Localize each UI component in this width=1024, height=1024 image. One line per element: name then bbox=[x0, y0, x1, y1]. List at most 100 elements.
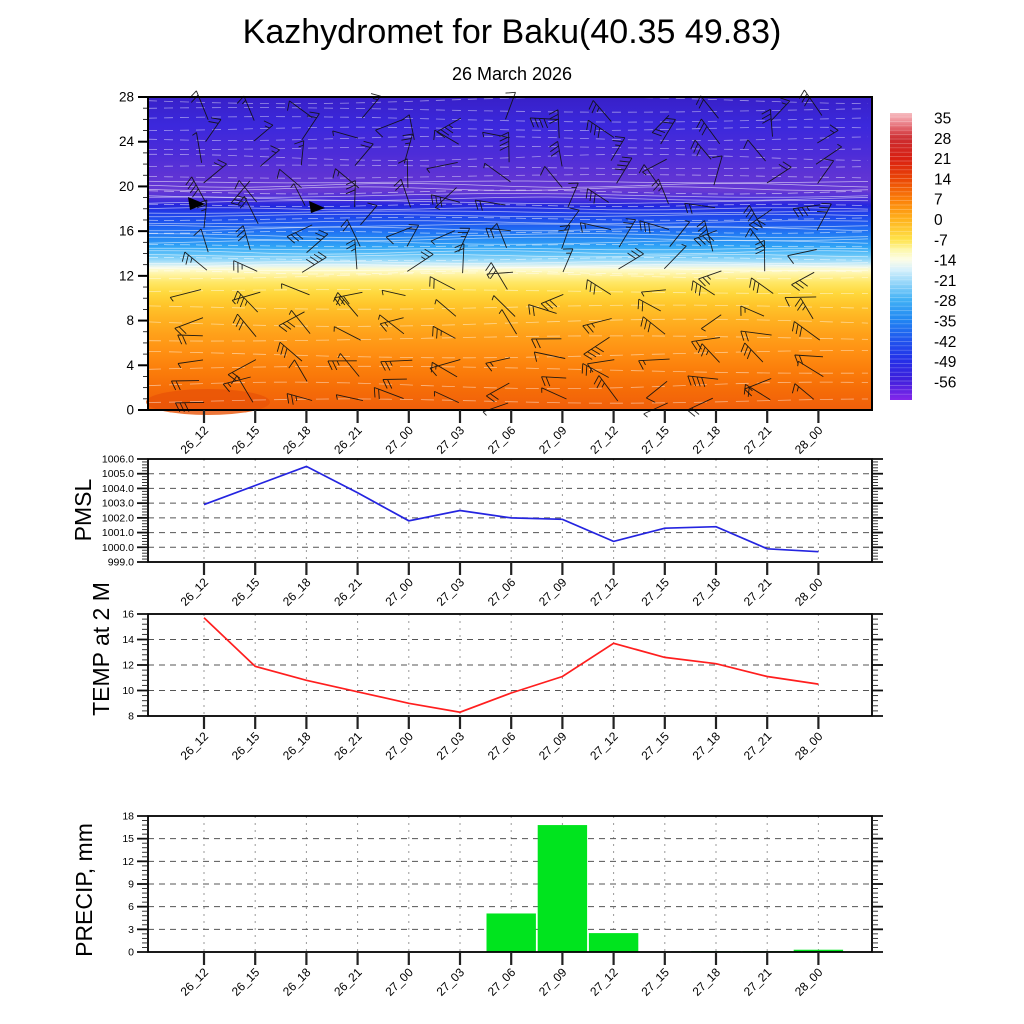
y-tick-label: 12 bbox=[122, 660, 134, 672]
wind-barb bbox=[345, 180, 356, 208]
wind-barb bbox=[306, 229, 329, 253]
wind-barb bbox=[761, 109, 773, 137]
wind-barb bbox=[614, 156, 633, 184]
wind-barb bbox=[745, 228, 766, 249]
wind-barb bbox=[639, 220, 670, 234]
y-tick-label: 16 bbox=[119, 224, 134, 239]
wind-barb bbox=[528, 304, 557, 316]
warm-patch bbox=[146, 389, 270, 415]
wind-barb bbox=[486, 382, 510, 403]
wind-barb bbox=[170, 380, 200, 391]
contour-line bbox=[147, 193, 869, 198]
wind-barb bbox=[485, 262, 508, 290]
wind-barb bbox=[588, 100, 612, 122]
wind-barb bbox=[696, 118, 721, 145]
x-tick-label: 27_15 bbox=[638, 729, 672, 763]
wind-barb bbox=[253, 120, 274, 142]
wind-barb bbox=[482, 131, 510, 139]
wind-barb bbox=[640, 316, 666, 335]
x-tick-label: 26_15 bbox=[229, 729, 263, 763]
page-subtitle: 26 March 2026 bbox=[451, 64, 573, 84]
wind-barb bbox=[642, 158, 667, 176]
y-tick-label: 15 bbox=[122, 833, 134, 845]
x-tick-label: 27_09 bbox=[536, 729, 570, 763]
x-tick-label: 26_12 bbox=[178, 729, 212, 763]
contour-line bbox=[147, 180, 869, 184]
x-tick-label: 27_06 bbox=[485, 575, 519, 609]
wind-barb bbox=[276, 341, 303, 362]
x-tick-label: 26_18 bbox=[280, 423, 314, 457]
wind-barb bbox=[485, 227, 511, 239]
heatmap-fill bbox=[148, 97, 872, 410]
y-tick-label: 12 bbox=[119, 268, 134, 283]
wind-barbs bbox=[169, 89, 842, 418]
x-tick-label: 27_06 bbox=[485, 423, 519, 457]
x-tick-label: 27_00 bbox=[382, 423, 416, 457]
wind-barb bbox=[433, 390, 459, 404]
wind-barb bbox=[794, 297, 814, 320]
wind-barb bbox=[288, 359, 308, 382]
wind-barb bbox=[259, 145, 280, 167]
x-tick-label: 28_00 bbox=[792, 965, 826, 999]
colorbar-label: -49 bbox=[934, 354, 956, 371]
y-tick-label: 18 bbox=[122, 811, 134, 823]
wind-barb bbox=[548, 109, 560, 139]
x-tick-label: 27_00 bbox=[382, 965, 416, 999]
x-tick-label: 28_00 bbox=[792, 575, 826, 609]
y-tick-label: 1006.0 bbox=[102, 454, 134, 466]
colorbar-label: -28 bbox=[934, 293, 956, 310]
y-tick-label: 1002.0 bbox=[102, 512, 134, 524]
wind-barb bbox=[337, 353, 360, 377]
wind-barb bbox=[286, 224, 313, 244]
wind-barb bbox=[498, 309, 517, 335]
wind-barb bbox=[430, 194, 461, 207]
x-tick-label: 28_00 bbox=[792, 729, 826, 763]
x-tick-label: 27_15 bbox=[638, 965, 672, 999]
contour-line bbox=[147, 220, 869, 225]
contour-line bbox=[147, 318, 869, 327]
cross-section-plot: 0 4 8 12 16 20 24 28 26_12 26_15 26_18 26_21 27_00 27… bbox=[119, 89, 873, 457]
contour-line bbox=[147, 183, 869, 188]
wind-barb bbox=[340, 219, 361, 247]
wind-barb bbox=[485, 357, 511, 372]
y-tick-label: 12 bbox=[122, 856, 134, 868]
contour-line bbox=[147, 200, 869, 205]
wind-barb bbox=[333, 291, 363, 307]
x-tick-label: 27_21 bbox=[741, 423, 775, 457]
x-tick-label: 27_03 bbox=[434, 965, 468, 999]
wind-barb bbox=[817, 124, 839, 144]
wind-barb bbox=[361, 93, 382, 119]
wind-barb bbox=[288, 310, 311, 334]
contour-line bbox=[147, 107, 869, 113]
wind-barb bbox=[567, 182, 579, 208]
wind-barb bbox=[382, 378, 407, 389]
x-tick-label: 27_03 bbox=[434, 729, 468, 763]
colorbar-label: 21 bbox=[934, 151, 951, 168]
x-tick-label: 26_18 bbox=[280, 575, 314, 609]
precip-bar bbox=[537, 825, 588, 952]
contour-line bbox=[147, 210, 869, 214]
x-tick-label: 26_15 bbox=[229, 575, 263, 609]
x-tick-label: 26_12 bbox=[178, 423, 212, 457]
colorbar-label: -7 bbox=[934, 232, 948, 249]
wind-barb bbox=[794, 354, 824, 365]
wind-barb bbox=[401, 133, 413, 164]
wind-barb bbox=[587, 359, 615, 373]
plot-border bbox=[147, 613, 873, 717]
wind-barb bbox=[791, 321, 821, 341]
wind-barb bbox=[744, 378, 772, 397]
wind-barb bbox=[222, 376, 251, 393]
contour-line bbox=[147, 164, 869, 169]
wind-barb bbox=[192, 132, 203, 163]
x-tick-label: 27_18 bbox=[690, 575, 724, 609]
wind-barb bbox=[233, 290, 259, 313]
wind-barb bbox=[712, 155, 723, 186]
wind-barb bbox=[177, 359, 204, 368]
wind-barb bbox=[531, 338, 562, 349]
contour-line bbox=[147, 126, 869, 132]
wind-barb bbox=[701, 314, 722, 332]
y-tick-label: 16 bbox=[122, 609, 134, 621]
x-tick-label: 27_21 bbox=[741, 575, 775, 609]
wind-barb bbox=[379, 317, 404, 332]
